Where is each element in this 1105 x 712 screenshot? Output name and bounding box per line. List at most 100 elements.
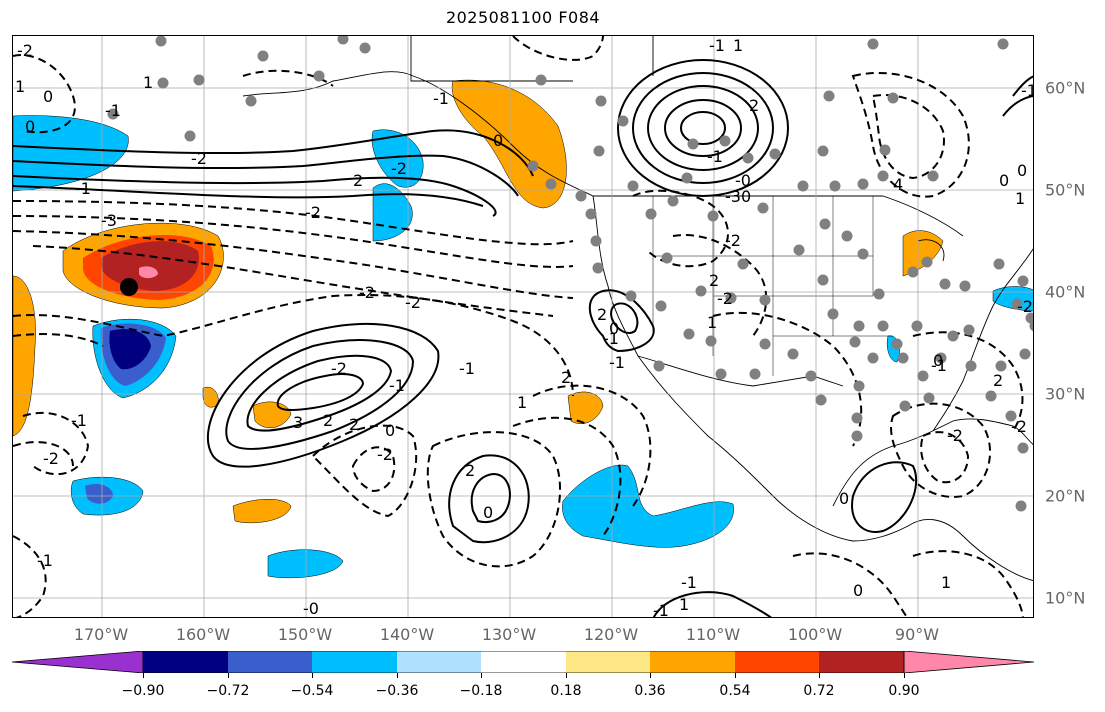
colorbar-tick-label: 0.36 bbox=[634, 683, 666, 699]
lon-label-170w: 170°W bbox=[73, 625, 129, 644]
contour-label: 0 bbox=[493, 131, 503, 150]
blue-anomaly-hawaii-south bbox=[267, 549, 344, 579]
colorbar-tickmark bbox=[143, 673, 144, 678]
contour-label: 2 bbox=[353, 171, 363, 190]
colorbar-swatch bbox=[650, 651, 735, 673]
pink-anomaly-core bbox=[139, 266, 158, 279]
contour-label: 2 bbox=[465, 461, 475, 480]
lon-label-110w: 110°W bbox=[685, 625, 741, 644]
contour-label: 1 bbox=[1015, 189, 1025, 208]
colorbar bbox=[12, 651, 1034, 673]
blue-anomaly-east-pacific bbox=[562, 464, 734, 548]
contour-label: 0 bbox=[853, 581, 863, 600]
contour-label: 0 bbox=[483, 503, 493, 522]
contour-label: 2 bbox=[323, 411, 333, 430]
canada-us-border bbox=[410, 36, 654, 82]
contour-label: -2 bbox=[947, 426, 963, 445]
location-marker bbox=[120, 278, 138, 296]
contour-label: -1 bbox=[931, 356, 947, 375]
map-title: 2025081100 F084 bbox=[445, 8, 601, 27]
contour-label: 0 bbox=[609, 319, 619, 338]
lat-label-10n: 10°N bbox=[1045, 588, 1086, 608]
lat-label-30n: 30°N bbox=[1045, 384, 1086, 404]
colorbar-tick-label: 0.72 bbox=[803, 683, 835, 699]
orange-anomaly-small-1 bbox=[202, 386, 219, 408]
lon-label-100w: 100°W bbox=[787, 625, 843, 644]
map-canvas: -2 1 0 -1 0 1 -2 -1 2 -3 -2 -1 0 -2 -1 1… bbox=[13, 36, 1033, 618]
contour-label: -1 bbox=[681, 573, 697, 592]
orange-anomaly-far-west bbox=[13, 275, 36, 437]
colorbar-tickmark bbox=[566, 673, 567, 678]
colorbar-tick-label: 0.90 bbox=[888, 683, 920, 699]
contour-label: -1 bbox=[709, 36, 725, 55]
contour-label: 0 bbox=[741, 187, 751, 206]
contour-label: 0 bbox=[839, 489, 849, 508]
contour-label: -2 bbox=[305, 203, 321, 222]
colorbar-swatch bbox=[566, 651, 650, 673]
map-panel: -2 1 0 -1 0 1 -2 -1 2 -3 -2 -1 0 -2 -1 1… bbox=[12, 35, 1034, 618]
contour-label: 0 bbox=[25, 117, 35, 136]
colorbar-tick-label: −0.54 bbox=[290, 683, 334, 699]
lon-label-150w: 150°W bbox=[277, 625, 333, 644]
dashed-contours bbox=[13, 36, 1024, 617]
lon-label-90w: 90°W bbox=[894, 625, 940, 644]
contour-label: -2 bbox=[331, 359, 347, 378]
contour-label: 2 bbox=[561, 368, 571, 387]
contour-labels: -2 1 0 -1 0 1 -2 -1 2 -3 -2 -1 0 -2 -1 1… bbox=[15, 36, 1033, 618]
contour-label: 2 bbox=[709, 271, 719, 290]
blue-anomaly-alaska-small bbox=[372, 183, 413, 242]
orange-anomaly-small-3 bbox=[232, 499, 292, 524]
colorbar-swatch bbox=[397, 651, 481, 673]
gulf-coast bbox=[832, 418, 1033, 507]
orange-anomaly-east-pacific bbox=[567, 391, 604, 424]
contour-label: -2 bbox=[717, 289, 733, 308]
colorbar-tick-label: −0.36 bbox=[375, 683, 419, 699]
blue-anomaly-north-center bbox=[371, 129, 424, 188]
contour-label: -1 bbox=[433, 89, 449, 108]
contour-label: -2 bbox=[43, 449, 59, 468]
lat-label-20n: 20°N bbox=[1045, 486, 1086, 506]
contour-label: 1 bbox=[143, 73, 153, 92]
contour-label: -1 bbox=[71, 411, 87, 430]
contour-label: 1 bbox=[733, 36, 743, 55]
contour-label: 0 bbox=[385, 421, 395, 440]
shaded-anomaly-fields bbox=[13, 79, 1033, 579]
contour-label: 1 bbox=[679, 595, 689, 614]
us-mexico-border bbox=[637, 355, 844, 387]
contour-label: 2 bbox=[349, 415, 359, 434]
colorbar-extend-low bbox=[12, 651, 144, 673]
solid-contours bbox=[13, 59, 1033, 617]
lon-label-140w: 140°W bbox=[379, 625, 435, 644]
contour-label: 0 bbox=[1017, 161, 1027, 180]
contour-label: -1 bbox=[653, 601, 669, 618]
colorbar-tick-label: −0.90 bbox=[121, 683, 165, 699]
colorbar-tickmark bbox=[904, 673, 905, 678]
contour-label: 4 bbox=[893, 175, 903, 194]
colorbar-tickmark bbox=[312, 673, 313, 678]
colorbar-tickmark bbox=[228, 673, 229, 678]
blue-anomaly-east-coast bbox=[992, 286, 1033, 312]
colorbar-tick-label: −0.18 bbox=[459, 683, 503, 699]
contour-label: -2 bbox=[1017, 297, 1033, 316]
contour-label: -0 bbox=[735, 171, 751, 190]
lat-label-60n: 60°N bbox=[1045, 78, 1086, 98]
contour-label: -0 bbox=[303, 599, 319, 618]
colorbar-tickmark bbox=[481, 673, 482, 678]
colorbar-swatch bbox=[143, 651, 228, 673]
contour-label: 1 bbox=[707, 313, 717, 332]
contour-label: -2 bbox=[359, 283, 375, 302]
contour-label: -1 bbox=[105, 101, 121, 120]
contour-label: 2 bbox=[749, 96, 759, 115]
great-lakes bbox=[882, 195, 964, 262]
contour-label: 1 bbox=[517, 393, 527, 412]
medblue-anomaly-south-west bbox=[85, 484, 113, 504]
contour-label: -2 bbox=[191, 149, 207, 168]
contour-label: 2 bbox=[597, 305, 607, 324]
lon-label-130w: 130°W bbox=[481, 625, 537, 644]
contour-label: -3 bbox=[725, 187, 741, 206]
lon-label-160w: 160°W bbox=[175, 625, 231, 644]
contour-label: -1 bbox=[609, 353, 625, 372]
station-markers bbox=[107, 36, 1033, 512]
contour-label: -2 bbox=[17, 41, 33, 60]
navy-anomaly-core bbox=[109, 329, 151, 370]
